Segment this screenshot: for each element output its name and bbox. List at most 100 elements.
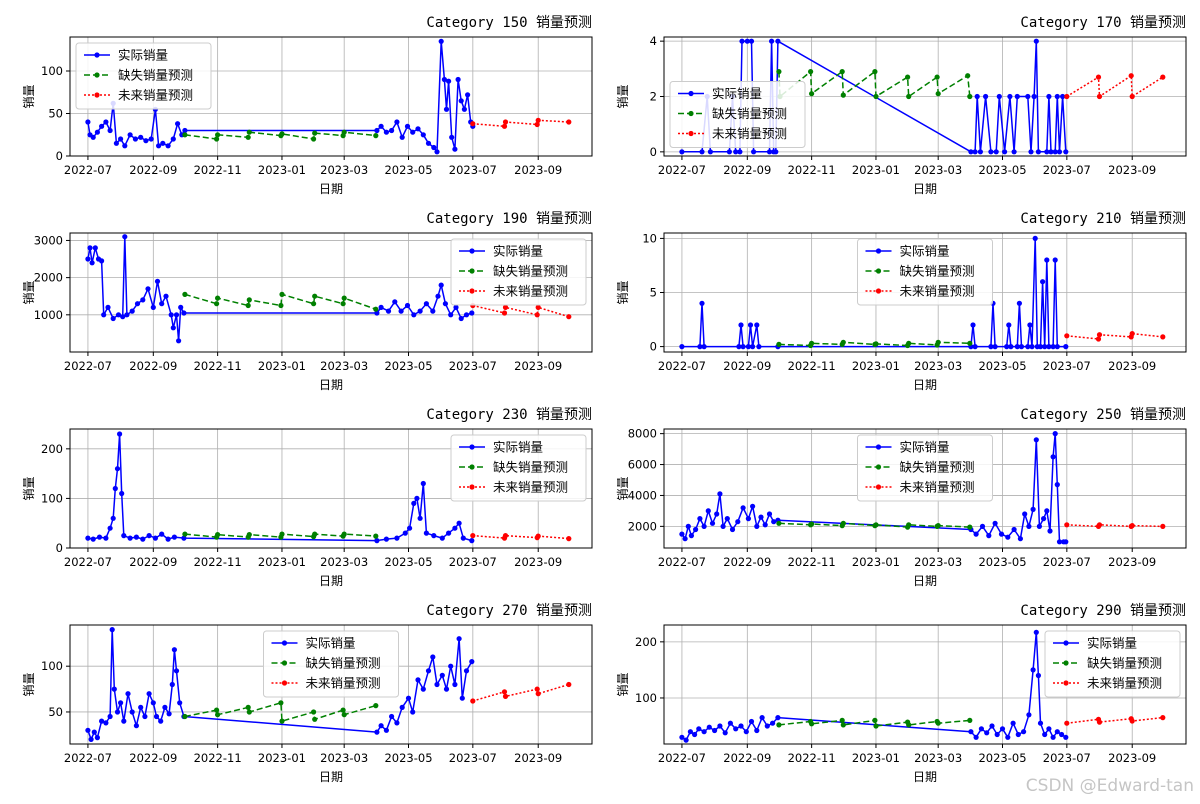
data-point-missing bbox=[279, 531, 285, 537]
legend-label-actual: 实际销量 bbox=[493, 244, 543, 259]
data-point-actual bbox=[96, 534, 103, 540]
data-point-actual bbox=[458, 315, 464, 322]
data-point-actual bbox=[88, 736, 94, 743]
data-point-actual bbox=[153, 713, 160, 720]
y-axis-label: 销量 bbox=[616, 672, 630, 696]
data-point-actual bbox=[399, 134, 405, 140]
axes-frame bbox=[69, 36, 593, 157]
data-point-actual bbox=[977, 149, 984, 155]
x-tick-label: 2023-01 bbox=[852, 163, 900, 177]
data-point-actual bbox=[744, 38, 750, 44]
data-point-missing bbox=[935, 720, 941, 726]
data-point-actual bbox=[766, 511, 773, 517]
legend-label-future: 未来销量预测 bbox=[1087, 676, 1162, 691]
legend-marker-actual bbox=[875, 248, 882, 254]
data-point-actual bbox=[1022, 511, 1028, 517]
x-tick-label: 2023-05 bbox=[978, 751, 1026, 765]
data-point-actual bbox=[709, 520, 716, 526]
legend-marker-future bbox=[1063, 680, 1069, 686]
data-point-actual bbox=[446, 530, 452, 536]
data-point-actual bbox=[127, 535, 133, 541]
data-point-future bbox=[1129, 93, 1135, 100]
data-point-actual bbox=[456, 636, 462, 642]
data-point-actual bbox=[1037, 344, 1044, 350]
data-point-missing bbox=[246, 129, 252, 135]
data-point-actual bbox=[968, 729, 974, 735]
data-point-actual bbox=[405, 695, 412, 701]
data-point-actual bbox=[107, 713, 113, 720]
data-point-missing bbox=[245, 134, 251, 140]
data-point-actual bbox=[448, 663, 454, 669]
data-point-actual bbox=[736, 344, 742, 350]
data-point-actual bbox=[726, 149, 733, 155]
data-point-actual bbox=[1059, 731, 1065, 738]
data-point-actual bbox=[122, 143, 128, 149]
legend-label-actual: 实际销量 bbox=[1087, 636, 1137, 651]
data-point-actual bbox=[118, 700, 124, 706]
data-point-missing bbox=[906, 522, 912, 528]
data-point-actual bbox=[1044, 257, 1050, 263]
data-point-actual bbox=[121, 533, 127, 539]
data-point-actual bbox=[159, 531, 165, 537]
data-point-actual bbox=[1036, 523, 1042, 530]
data-point-missing bbox=[312, 130, 318, 136]
legend-marker-future bbox=[94, 92, 100, 98]
data-point-actual bbox=[140, 536, 146, 542]
data-point-actual bbox=[762, 522, 768, 528]
data-point-actual bbox=[994, 731, 1000, 738]
legend-marker-actual bbox=[281, 640, 288, 646]
data-point-actual bbox=[1030, 667, 1036, 673]
data-point-missing bbox=[341, 295, 347, 301]
legend-marker-future bbox=[875, 288, 882, 294]
data-point-actual bbox=[105, 304, 111, 310]
data-point-missing bbox=[246, 709, 252, 715]
data-point-actual bbox=[154, 278, 161, 284]
data-point-actual bbox=[771, 519, 777, 525]
data-point-actual bbox=[1052, 431, 1058, 437]
data-point-actual bbox=[992, 344, 998, 350]
data-point-actual bbox=[374, 538, 380, 544]
series-line-future bbox=[1066, 74, 1164, 98]
data-point-actual bbox=[414, 495, 420, 501]
data-point-missing bbox=[965, 73, 971, 79]
data-point-actual bbox=[1016, 300, 1023, 306]
data-point-actual bbox=[173, 668, 180, 674]
legend-label-future: 未来销量预测 bbox=[493, 284, 568, 299]
data-point-actual bbox=[378, 304, 384, 310]
x-tick-label: 2023-07 bbox=[449, 751, 497, 765]
data-point-future bbox=[535, 117, 541, 123]
data-point-actual bbox=[150, 700, 156, 706]
data-point-missing bbox=[809, 91, 815, 97]
data-point-actual bbox=[103, 119, 109, 125]
data-point-actual bbox=[988, 149, 994, 155]
data-point-actual bbox=[1056, 149, 1063, 155]
legend-marker-missing bbox=[1063, 660, 1069, 666]
data-point-future bbox=[1096, 522, 1103, 528]
chart-0: 2022-07 2022-09 2022-11 2023-01 2023-03 2023-… bbox=[22, 15, 593, 196]
y-tick-label: 2 bbox=[650, 90, 657, 104]
data-point-actual bbox=[469, 538, 475, 544]
x-tick-label: 2022-11 bbox=[194, 751, 242, 765]
data-point-actual bbox=[168, 312, 174, 318]
data-point-future bbox=[1095, 336, 1102, 342]
data-point-actual bbox=[1048, 149, 1054, 155]
data-point-missing bbox=[905, 74, 911, 80]
data-point-actual bbox=[1040, 279, 1046, 285]
data-point-missing bbox=[839, 69, 845, 75]
data-point-missing bbox=[373, 306, 379, 312]
data-point-actual bbox=[404, 302, 411, 309]
data-point-actual bbox=[99, 718, 105, 724]
data-point-actual bbox=[434, 149, 440, 155]
data-point-future bbox=[1160, 334, 1166, 340]
data-point-actual bbox=[146, 691, 152, 697]
data-point-actual bbox=[1005, 734, 1011, 740]
data-point-actual bbox=[712, 727, 718, 734]
data-point-actual bbox=[452, 525, 458, 531]
data-point-actual bbox=[182, 127, 188, 134]
x-tick-label: 2022-11 bbox=[788, 163, 836, 177]
data-point-actual bbox=[1060, 93, 1066, 100]
data-point-actual bbox=[973, 734, 979, 740]
chart-title: Category 250 销量预测 bbox=[1020, 407, 1186, 423]
data-point-actual bbox=[115, 312, 122, 318]
x-tick-label: 2022-09 bbox=[723, 751, 771, 765]
